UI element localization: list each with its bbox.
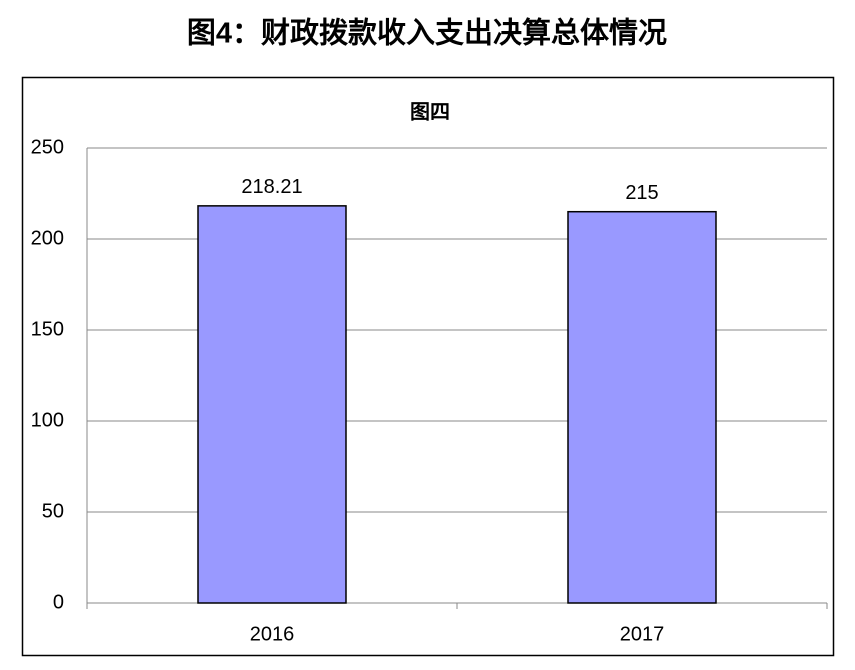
x-tick-label: 2016: [250, 623, 295, 645]
value-label: 215: [625, 182, 658, 204]
x-tick-label: 2017: [620, 623, 665, 645]
y-tick-label: 200: [31, 227, 64, 249]
page-heading: 图4：财政拨款收入支出决算总体情况: [187, 16, 667, 50]
y-tick-label: 100: [31, 409, 64, 431]
chart-title: 图四: [410, 100, 450, 123]
bar: [567, 210, 717, 604]
y-tick-label: 150: [31, 318, 64, 340]
chart-frame: [21, 76, 835, 657]
y-tick-label: 50: [42, 500, 64, 522]
y-tick-label: 0: [53, 591, 64, 613]
value-label: 218.21: [241, 176, 302, 198]
bar: [197, 205, 347, 604]
y-tick-label: 250: [31, 136, 64, 158]
